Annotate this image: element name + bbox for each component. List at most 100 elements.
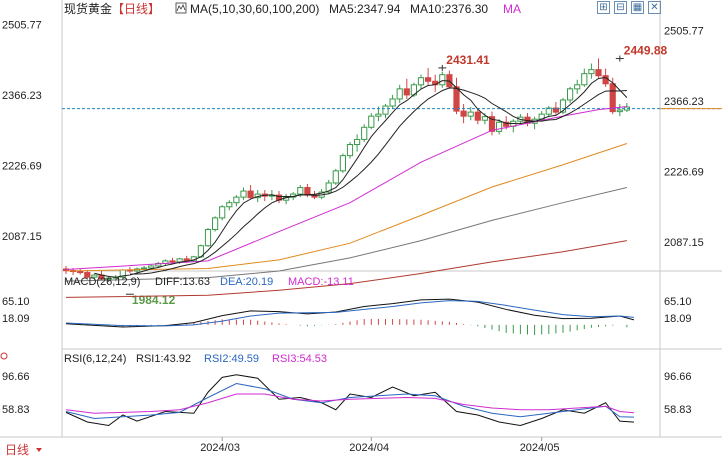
ma-line-ma60 <box>65 143 628 272</box>
collapse-icon[interactable]: ⊟ <box>614 1 627 14</box>
candle-body <box>212 217 219 231</box>
macd-dea-value: DEA:20.19 <box>220 276 273 288</box>
rsi-tick-left: 96.66 <box>2 371 30 383</box>
candle-body <box>581 73 588 86</box>
candle-body <box>354 138 361 146</box>
candle-body <box>226 202 233 208</box>
ma-line-ma100 <box>65 187 628 282</box>
candle-body <box>247 190 254 199</box>
candle-body <box>602 75 609 85</box>
candle-body <box>204 229 212 247</box>
candle-body <box>616 109 623 113</box>
candle-body <box>389 98 396 107</box>
rsi-tick-left: 58.83 <box>2 404 30 416</box>
ma-toggle-icon[interactable] <box>175 2 187 14</box>
candle-body <box>339 155 346 172</box>
axes: 2505.77 2505.77 2366.23 2366.23 2226.69 2226.… <box>2 19 704 454</box>
price-annotation: 2431.41 <box>446 53 490 67</box>
macd-tick-right: 65.10 <box>664 296 692 308</box>
rsi-line-rsi1 <box>65 374 635 427</box>
candle-body <box>467 111 474 117</box>
candle-body <box>332 170 339 184</box>
candle-body <box>609 83 616 113</box>
ma-line-ma30 <box>65 106 627 270</box>
candle-body <box>439 74 446 86</box>
rsi3-value: RSI3:54.53 <box>272 353 327 365</box>
candle-body <box>368 115 375 128</box>
candle-body <box>545 107 552 115</box>
candle-body <box>375 113 382 117</box>
macd-tick-right: 18.09 <box>664 313 692 325</box>
ma-line-ma10 <box>129 87 627 275</box>
price-tick-left: 2087.15 <box>2 231 42 243</box>
price-tick-left: 2366.23 <box>2 90 42 102</box>
ma-line-ma5 <box>94 76 628 278</box>
candle-body <box>141 267 148 270</box>
timeframe-selector[interactable]: 日线 <box>5 443 30 457</box>
macd-tick-left: 65.10 <box>2 296 30 308</box>
rsi-params: RSI(6,12,24) <box>64 353 126 365</box>
rsi1-value: RSI1:43.92 <box>136 353 191 365</box>
ma-params: MA(5,10,30,60,100,200) <box>190 2 319 16</box>
moving-averages <box>65 76 628 298</box>
candle-body <box>488 116 496 132</box>
candle-body <box>496 121 503 132</box>
candle-body <box>346 144 354 157</box>
candle-body <box>325 182 332 193</box>
candle-body <box>240 190 247 198</box>
candle-body <box>361 126 368 140</box>
candle-body <box>552 107 559 113</box>
expand-icon[interactable]: ⊞ <box>597 1 610 14</box>
price-annotation: 1984.12 <box>132 293 176 307</box>
candle-body <box>474 111 481 121</box>
candle-body <box>567 88 574 101</box>
ma10-value: MA10:2376.30 <box>410 2 488 16</box>
price-tick-right: 2505.77 <box>664 25 704 37</box>
candle-body <box>417 77 425 86</box>
ma-line-ma200 <box>65 240 627 298</box>
macd-params: MACD(26,12,9) <box>64 276 140 288</box>
price-tick-right: 2226.69 <box>664 166 704 178</box>
candle-body <box>574 84 581 90</box>
timeframe-dropdown-icon[interactable] <box>36 448 42 452</box>
close-icon[interactable]: ✕ <box>648 1 661 14</box>
price-tick-left: 2505.77 <box>2 19 42 31</box>
macd-tick-left: 18.09 <box>2 313 30 325</box>
ma-label: MA <box>503 2 521 16</box>
price-panel: 2431.41 2449.88 1984.12 <box>62 44 722 307</box>
x-axis-label: 2024/03 <box>200 442 240 454</box>
instrument-title: 现货黄金 <box>64 1 112 16</box>
candle-body <box>219 206 226 219</box>
candle-body <box>84 272 91 278</box>
macd-histogram-value: MACD:-13.11 <box>288 276 354 288</box>
price-tick-right: 2087.15 <box>664 237 704 249</box>
candle-body <box>297 187 304 195</box>
candle-body <box>396 88 403 100</box>
candle-body <box>588 69 595 75</box>
rsi-tick-right: 58.83 <box>664 404 692 416</box>
rsi-tick-right: 96.66 <box>664 371 692 383</box>
price-tick-right: 2366.23 <box>664 96 704 108</box>
candle-body <box>481 116 488 121</box>
macd-diff-line <box>65 298 635 328</box>
macd-diff-value: DIFF:13.63 <box>155 276 210 288</box>
rsi2-value: RSI2:49.59 <box>204 353 259 365</box>
candle-body <box>91 274 98 278</box>
candle-body <box>169 260 176 263</box>
candle-body <box>460 110 467 117</box>
rsi-line-rsi3 <box>65 393 635 414</box>
candle-body <box>425 77 432 82</box>
candle-body <box>148 265 155 269</box>
candle-body <box>304 187 311 196</box>
x-axis-label: 2024/04 <box>349 442 389 454</box>
rsi-panel <box>65 374 635 427</box>
candle-body <box>382 105 389 115</box>
price-tick-left: 2226.69 <box>2 160 42 172</box>
macd-dea-line <box>65 300 635 327</box>
crosshair-marker-icon[interactable] <box>0 352 8 360</box>
candle-body <box>595 69 602 77</box>
candle-body <box>559 99 567 113</box>
grid-icon[interactable]: ▦ <box>631 1 644 14</box>
x-axis-label: 2024/05 <box>520 442 560 454</box>
